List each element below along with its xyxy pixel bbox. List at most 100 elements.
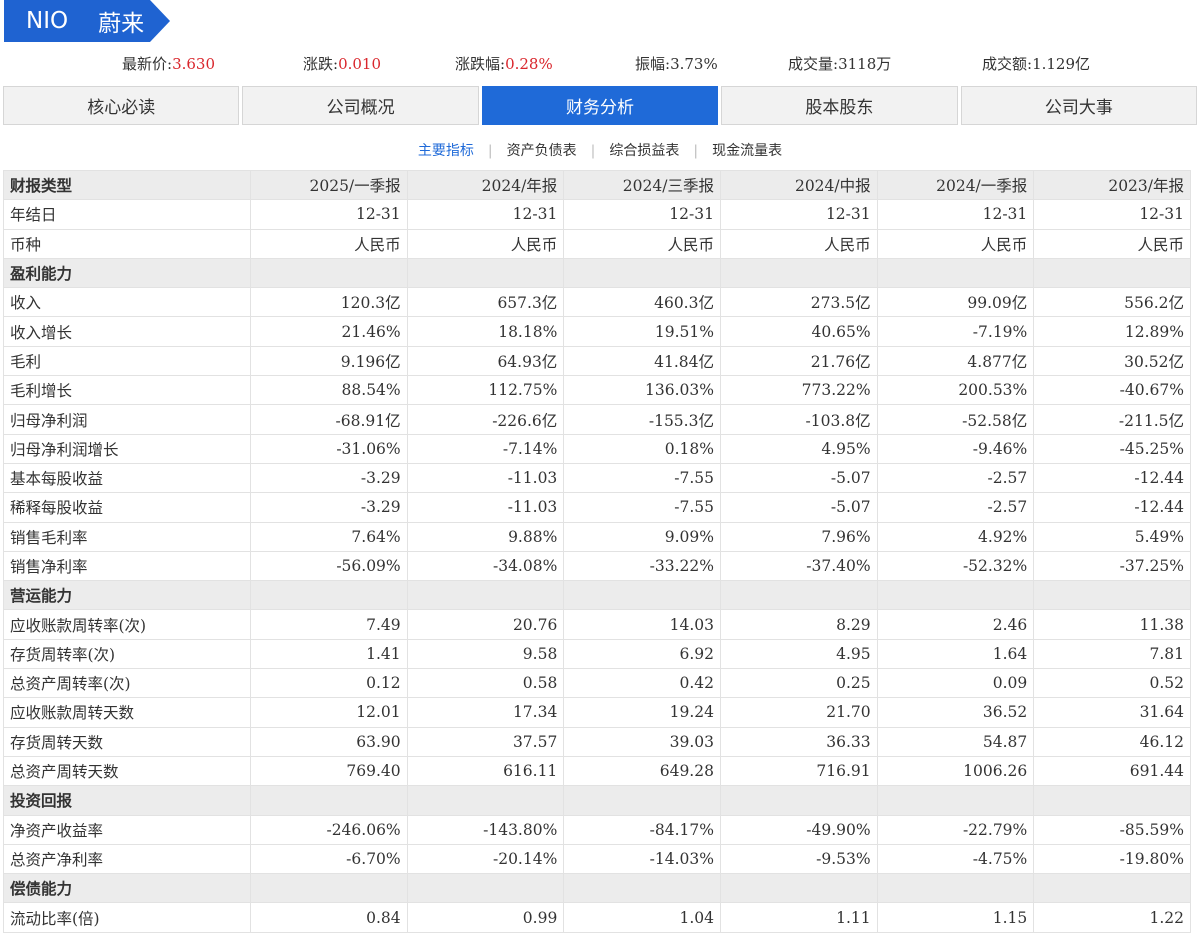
section-filler-cell bbox=[876, 785, 1035, 816]
table-cell: 17.34 bbox=[406, 697, 565, 728]
change-pct-stat: 涨跌幅:0.28% bbox=[455, 55, 553, 73]
table-cell: 9.88% bbox=[406, 521, 565, 552]
row-label: 应收账款周转天数 bbox=[3, 697, 251, 728]
table-row: 总资产周转天数 769.40 616.11 649.28 716.91 1006.26 69… bbox=[3, 755, 1191, 787]
section-filler-cell bbox=[563, 257, 721, 289]
tab-core-reading[interactable]: 核心必读 bbox=[3, 86, 240, 125]
section-header-row: 营运能力 bbox=[3, 580, 1191, 611]
table-cell: 30.52亿 bbox=[1033, 345, 1191, 377]
section-filler-cell bbox=[250, 785, 408, 816]
turnover-value: 1.129亿 bbox=[1032, 55, 1091, 73]
row-label: 总资产净利率 bbox=[3, 843, 251, 875]
table-cell: 8.29 bbox=[719, 609, 878, 640]
table-row: 收入增长 21.46% 18.18% 19.51% 40.65% -7.19% 12.89% bbox=[3, 316, 1191, 347]
table-cell: -52.58亿 bbox=[876, 404, 1035, 435]
table-row: 流动比率(倍) 0.84 0.99 1.04 1.11 1.15 1.22 bbox=[3, 902, 1191, 933]
table-cell: 31.64 bbox=[1033, 697, 1191, 728]
table-cell: 1.22 bbox=[1033, 902, 1191, 933]
tab-financial-analysis[interactable]: 财务分析 bbox=[481, 86, 719, 125]
table-cell: 12-31 bbox=[1033, 199, 1191, 230]
table-cell: -3.29 bbox=[250, 462, 408, 494]
table-cell: 0.18% bbox=[563, 433, 721, 464]
table-cell: 20.76 bbox=[406, 609, 565, 640]
table-cell: -7.55 bbox=[563, 462, 721, 494]
table-cell: 4.877亿 bbox=[876, 345, 1035, 377]
table-cell: 273.5亿 bbox=[719, 287, 878, 318]
table-cell: 人民币 bbox=[1033, 228, 1191, 259]
column-header: 2025/一季报 bbox=[250, 169, 408, 201]
table-cell: -246.06% bbox=[250, 814, 408, 845]
table-cell: 1.11 bbox=[719, 902, 878, 933]
section-header-row: 投资回报 bbox=[3, 785, 1191, 816]
table-cell: 41.84亿 bbox=[563, 345, 721, 377]
section-filler-cell bbox=[250, 873, 408, 904]
table-cell: -3.29 bbox=[250, 492, 408, 523]
subnav-cash-flow[interactable]: 现金流量表 bbox=[712, 143, 783, 159]
row-label: 归母净利润增长 bbox=[3, 433, 251, 464]
tab-company-events[interactable]: 公司大事 bbox=[960, 86, 1198, 125]
column-header: 2024/三季报 bbox=[563, 169, 721, 201]
table-cell: 556.2亿 bbox=[1033, 287, 1191, 318]
table-header-row: 财报类型 2025/一季报 2024/年报 2024/三季报 2024/中报 2… bbox=[3, 169, 1191, 201]
row-label: 总资产周转天数 bbox=[3, 755, 251, 787]
section-filler-cell bbox=[876, 873, 1035, 904]
section-filler-cell bbox=[1033, 257, 1191, 289]
table-cell: -68.91亿 bbox=[250, 404, 408, 435]
column-header: 2024/一季报 bbox=[876, 169, 1035, 201]
table-cell: 0.09 bbox=[876, 668, 1035, 699]
table-cell: -2.57 bbox=[876, 492, 1035, 523]
table-cell: 1.64 bbox=[876, 638, 1035, 670]
table-cell: 40.65% bbox=[719, 316, 878, 347]
table-cell: 0.42 bbox=[563, 668, 721, 699]
section-title: 投资回报 bbox=[3, 785, 251, 816]
table-cell: -226.6亿 bbox=[406, 404, 565, 435]
latest-price-stat: 最新价:3.630 bbox=[122, 55, 216, 73]
amplitude-stat: 振幅:3.73% bbox=[635, 55, 718, 73]
table-cell: 1.04 bbox=[563, 902, 721, 933]
change-stat: 涨跌:0.010 bbox=[303, 55, 382, 73]
table-cell: 54.87 bbox=[876, 726, 1035, 757]
subnav-separator: | bbox=[693, 143, 699, 159]
subnav-key-indicators[interactable]: 主要指标 bbox=[417, 143, 474, 159]
table-cell: 716.91 bbox=[719, 755, 878, 787]
section-filler-cell bbox=[719, 785, 878, 816]
table-cell: 4.95% bbox=[719, 433, 878, 464]
section-filler-cell bbox=[719, 580, 878, 611]
section-filler-cell bbox=[406, 873, 565, 904]
table-cell: -103.8亿 bbox=[719, 404, 878, 435]
row-label: 销售净利率 bbox=[3, 550, 251, 582]
tab-company-overview[interactable]: 公司概况 bbox=[242, 86, 479, 125]
table-cell: -31.06% bbox=[250, 433, 408, 464]
table-cell: 12.01 bbox=[250, 697, 408, 728]
table-cell: 人民币 bbox=[563, 228, 721, 259]
table-row: 净资产收益率 -246.06% -143.80% -84.17% -49.90% -22.… bbox=[3, 814, 1191, 845]
section-filler-cell bbox=[1033, 873, 1191, 904]
subnav-income-statement[interactable]: 综合损益表 bbox=[609, 143, 680, 159]
table-row: 销售毛利率 7.64% 9.88% 9.09% 7.96% 4.92% 5.49% bbox=[3, 521, 1191, 552]
section-filler-cell bbox=[563, 580, 721, 611]
row-label: 应收账款周转率(次) bbox=[3, 609, 251, 640]
table-cell: -56.09% bbox=[250, 550, 408, 582]
table-cell: 0.84 bbox=[250, 902, 408, 933]
subnav-balance-sheet[interactable]: 资产负债表 bbox=[506, 143, 577, 159]
table-row: 币种 人民币 人民币 人民币 人民币 人民币 人民币 bbox=[3, 228, 1191, 259]
table-row: 应收账款周转天数 12.01 17.34 19.24 21.70 36.52 31.64 bbox=[3, 697, 1191, 728]
table-row: 存货周转率(次) 1.41 9.58 6.92 4.95 1.64 7.81 bbox=[3, 638, 1191, 670]
row-label: 净资产收益率 bbox=[3, 814, 251, 845]
table-cell: 1006.26 bbox=[876, 755, 1035, 787]
table-cell: 64.93亿 bbox=[406, 345, 565, 377]
table-cell: 6.92 bbox=[563, 638, 721, 670]
table-cell: -34.08% bbox=[406, 550, 565, 582]
row-label: 年结日 bbox=[3, 199, 251, 230]
tab-shareholders[interactable]: 股本股东 bbox=[721, 86, 958, 125]
table-cell: -11.03 bbox=[406, 462, 565, 494]
section-title: 偿债能力 bbox=[3, 873, 251, 904]
table-cell: 7.64% bbox=[250, 521, 408, 552]
table-cell: 11.38 bbox=[1033, 609, 1191, 640]
table-cell: 7.49 bbox=[250, 609, 408, 640]
table-cell: 200.53% bbox=[876, 375, 1035, 406]
table-cell: 5.49% bbox=[1033, 521, 1191, 552]
table-cell: -22.79% bbox=[876, 814, 1035, 845]
table-cell: 12-31 bbox=[563, 199, 721, 230]
table-cell: -4.75% bbox=[876, 843, 1035, 875]
